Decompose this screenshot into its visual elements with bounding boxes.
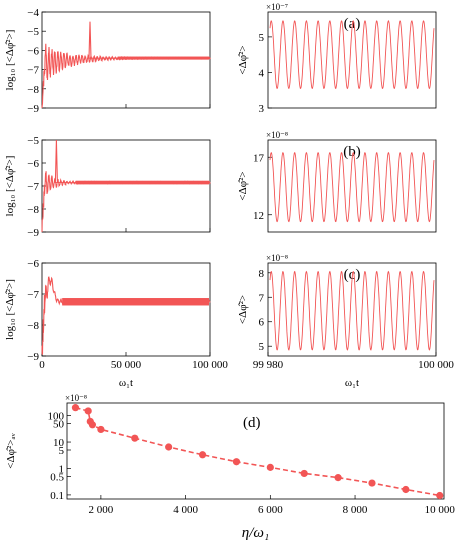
data-point-6: [165, 443, 173, 451]
y-axis-label: log₁₀ [<Δφ̂²>]: [4, 30, 16, 91]
series-line-c-left: [41, 276, 211, 355]
y-axis-label: <Δφ̂²>: [237, 171, 249, 200]
ytick-label: 7: [259, 292, 265, 304]
data-point-13: [402, 485, 410, 494]
multiplier-label: ×10⁻⁷: [266, 2, 288, 12]
ytick-label: −9: [27, 351, 39, 363]
ytick-label: −7: [27, 65, 39, 77]
steady-band-b-left: [75, 180, 209, 185]
ytick-label: 100: [48, 411, 65, 423]
ytick-label: −7: [27, 289, 39, 301]
steady-band-a-left: [117, 56, 209, 60]
xtick-label: 99 980: [253, 359, 284, 371]
ytick-label: −5: [27, 26, 39, 38]
multiplier-label: ×10⁻⁸: [65, 393, 87, 403]
xtick-label: 6 000: [258, 504, 283, 516]
data-point-1: [84, 407, 92, 415]
ytick-label: 10: [53, 437, 65, 449]
data-point-12: [368, 479, 376, 487]
xtick-label: 10 000: [425, 504, 456, 516]
xtick-label: 50 000: [111, 359, 142, 371]
ytick-label: 12: [253, 210, 264, 222]
ytick-label: 0.1: [50, 490, 64, 502]
panel-c-right-frame: [267, 262, 437, 357]
ytick-label: −6: [27, 258, 39, 270]
oscillation-line-a-right: [269, 20, 435, 90]
data-point-5: [131, 434, 139, 442]
oscillation-line-c-right: [269, 270, 435, 351]
ytick-label: 1: [59, 463, 65, 475]
data-point-10: [300, 469, 308, 478]
panel-a-right-frame: [267, 11, 437, 109]
multiplier-label: ×10⁻⁸: [266, 253, 288, 263]
ytick-label: −7: [27, 181, 39, 193]
ytick-label: −6: [27, 45, 39, 57]
ytick-label: 5: [259, 341, 265, 353]
panel-label: (b): [343, 144, 361, 160]
ytick-label: 5: [259, 32, 265, 44]
data-point-3: [88, 421, 97, 429]
xtick-label: 2 000: [89, 504, 114, 516]
y-axis-label: <Δφ̂²>: [237, 295, 249, 324]
ytick-label: −9: [27, 227, 39, 239]
x-axis-label: ω₁t: [345, 377, 359, 389]
data-point-0: [71, 404, 80, 412]
panel-d-frame: [66, 402, 445, 500]
data-point-4: [97, 425, 105, 434]
ytick-label: 50: [53, 419, 65, 431]
panel-c-left-frame: [41, 262, 211, 357]
x-axis-label: ω₁t: [119, 377, 133, 389]
ytick-label: −6: [27, 158, 39, 170]
ytick-label: −9: [27, 103, 39, 115]
ytick-label: 3: [259, 103, 265, 115]
data-point-9: [266, 463, 274, 471]
xtick-label: 8 000: [343, 504, 368, 516]
y-axis-label: log₁₀ [<Δφ̂²>]: [4, 156, 16, 217]
ytick-label: −5: [27, 135, 39, 147]
y-axis-label: log₁₀ [<Δφ̂²>]: [4, 279, 16, 340]
xtick-label: 0: [39, 359, 45, 371]
series-line-b-left: [41, 139, 211, 233]
xtick-label: 100 000: [418, 359, 454, 371]
oscillation-line-b-right: [269, 152, 435, 223]
panel-b-right-frame: [267, 139, 437, 233]
data-point-8: [232, 458, 241, 466]
multiplier-label: ×10⁻⁸: [266, 130, 288, 140]
ytick-label: −4: [27, 7, 39, 19]
ytick-label: 5: [59, 445, 65, 457]
y-axis-label: <Δφ̂²>: [237, 45, 249, 74]
ytick-label: 6: [259, 317, 265, 329]
ytick-label: 8: [259, 268, 265, 280]
steady-band-c-left: [62, 298, 209, 306]
panel-label: (d): [243, 415, 261, 431]
panel-b-left-frame: [41, 139, 211, 233]
ytick-label: 4: [259, 67, 265, 79]
xtick-label: 100 000: [192, 359, 228, 371]
x-axis-label: η/ω₁: [242, 525, 269, 541]
ytick-label: 17: [253, 152, 265, 164]
data-point-14: [436, 491, 444, 500]
ytick-label: −8: [27, 204, 39, 216]
ytick-label: 0.5: [50, 471, 64, 483]
ytick-label: −8: [27, 84, 39, 96]
series-line-a-left: [41, 21, 212, 109]
data-point-7: [198, 451, 207, 459]
y-axis-label: <Δφ̂²>ₐᵥ: [5, 433, 17, 469]
xtick-label: 4 000: [173, 504, 198, 516]
data-point-11: [334, 474, 342, 482]
ytick-label: −8: [27, 320, 39, 332]
